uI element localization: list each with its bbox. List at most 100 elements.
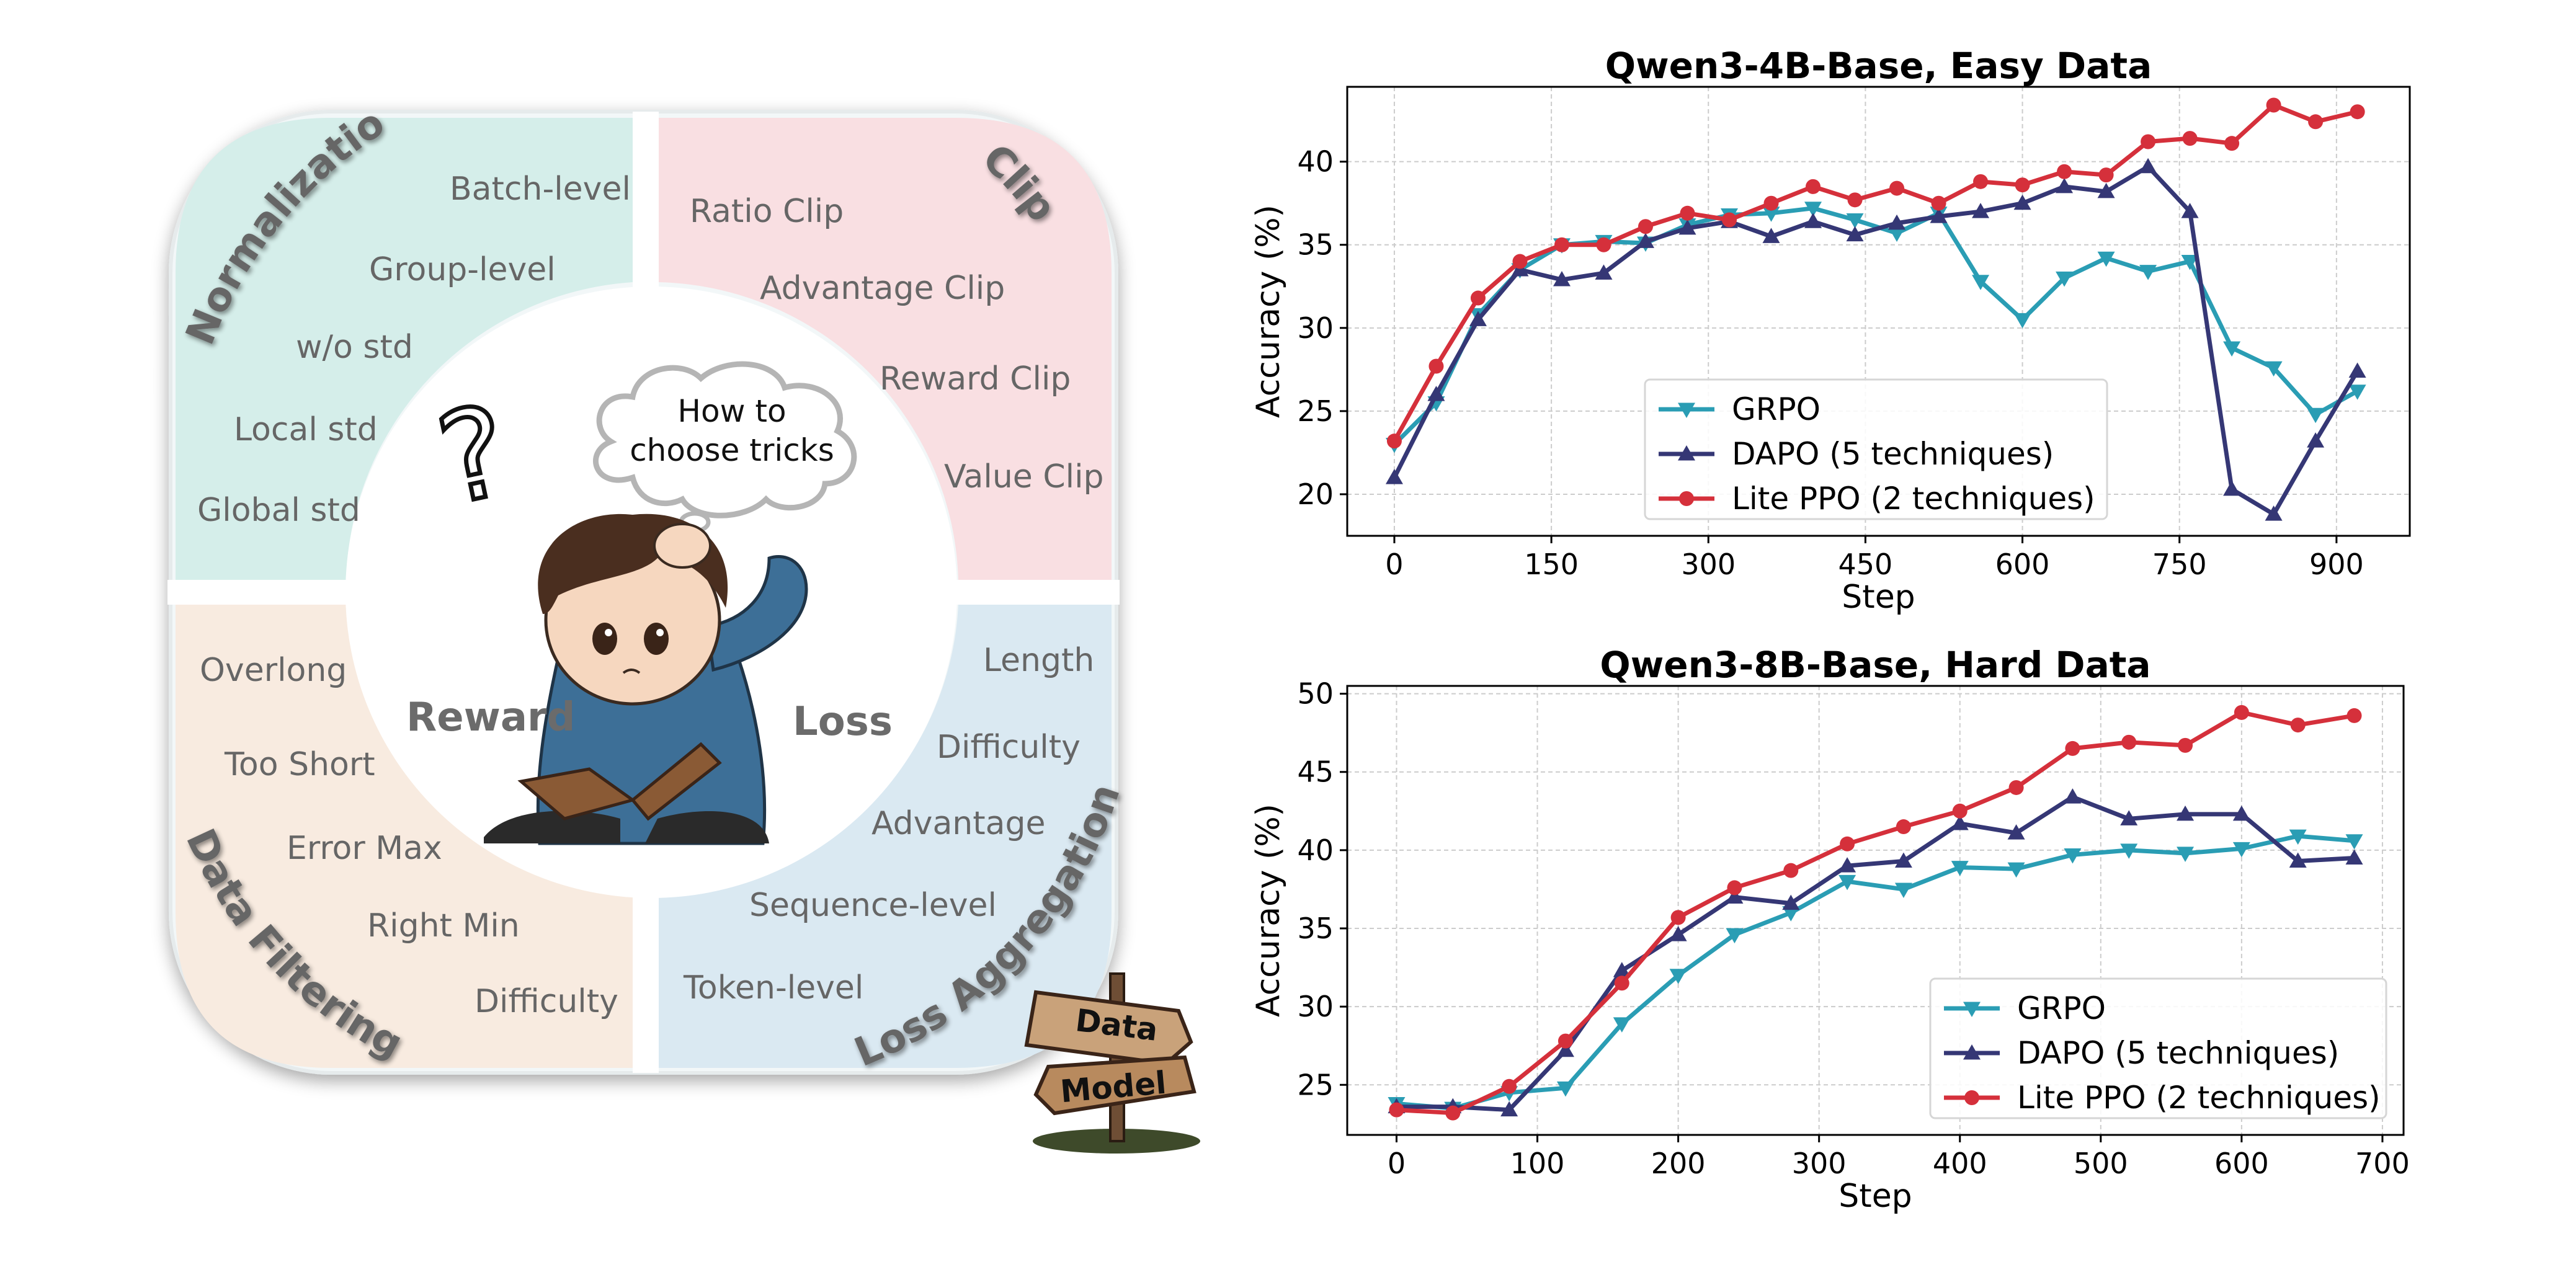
data-point	[2177, 805, 2195, 821]
clip-quadrant	[659, 118, 1112, 580]
series-line	[1396, 710, 2355, 1116]
loss-aggregation-item: Token-level	[683, 969, 863, 1007]
data-point	[2182, 131, 2198, 146]
data-point	[1888, 226, 1906, 242]
divider-right	[949, 580, 1120, 605]
legend-label: DAPO (5 techniques)	[2017, 1035, 2339, 1071]
x-tick-label: 450	[1838, 548, 1892, 581]
data-point	[2290, 718, 2306, 733]
data-point	[2141, 134, 2156, 149]
y-tick-label: 50	[1297, 677, 1334, 711]
data-point	[2098, 167, 2114, 183]
series-line	[1396, 794, 2355, 1113]
series-line	[1396, 834, 2355, 1111]
data-point	[1389, 1102, 1404, 1118]
x-tick-label: 100	[1510, 1147, 1565, 1180]
data-point	[1469, 311, 1487, 326]
loss-aggregation-quadrant	[659, 605, 1112, 1068]
plot-frame	[1346, 685, 2405, 1136]
data-point	[2346, 708, 2362, 723]
x-tick-label: 750	[2152, 548, 2207, 581]
data-point	[2008, 780, 2024, 795]
legend-marker	[1963, 1044, 1981, 1060]
data-point	[2007, 862, 2025, 878]
chart-easy-data: 0 150 300 450 600 750 900 20 25 30 35 40 Qwen3-4B-Ba…	[1250, 45, 2411, 616]
y-tick-label: 35	[1297, 912, 1334, 945]
legend-label: Lite PPO (2 techniques)	[1732, 481, 2095, 517]
loss-label: Loss	[793, 699, 893, 745]
data-point	[1558, 1033, 1573, 1049]
data-point	[1838, 857, 1856, 873]
data-point	[1670, 910, 1686, 925]
normalization-quadrant	[176, 118, 633, 580]
data-point	[1445, 1105, 1461, 1121]
data-point	[1470, 290, 1486, 306]
y-tick-label: 30	[1297, 311, 1334, 345]
data-point	[2234, 705, 2249, 720]
data-point	[1782, 906, 1800, 922]
data-point	[1951, 861, 1969, 876]
x-tick-label: 300	[1792, 1147, 1847, 1180]
data-point	[2097, 182, 2115, 198]
legend-label: GRPO	[2017, 990, 2106, 1026]
confused-boy-illustration	[484, 513, 808, 845]
chart-title: Qwen3-8B-Base, Hard Data	[1600, 644, 2150, 686]
data-point	[2064, 788, 2082, 804]
data-point	[1502, 1078, 1517, 1094]
data-point	[1762, 207, 1780, 222]
thought-line-1: How to	[677, 393, 786, 429]
y-tick-label: 35	[1297, 228, 1334, 262]
data-point	[1722, 212, 1737, 228]
data-point	[1614, 976, 1629, 991]
legend-label: DAPO (5 techniques)	[1732, 436, 2054, 472]
data-point	[1889, 180, 1905, 196]
data-point	[1762, 228, 1780, 243]
data-point	[1636, 233, 1654, 248]
data-point	[2345, 849, 2363, 865]
y-tick-label: 25	[1297, 1068, 1334, 1101]
data-point	[1500, 1101, 1518, 1117]
legend-box	[1644, 378, 2108, 520]
data-point	[2065, 740, 2080, 756]
y-axis-label: Accuracy (%)	[1250, 804, 1287, 1017]
data-point	[2139, 158, 2157, 174]
data-point	[2348, 385, 2366, 400]
data-point	[1680, 205, 1695, 221]
data-point	[1896, 819, 1911, 835]
data-point	[1553, 271, 1571, 287]
data-point	[1952, 803, 1968, 819]
x-tick-label: 400	[1933, 1147, 1987, 1180]
data-point	[2223, 341, 2241, 357]
data-point	[2232, 842, 2250, 858]
data-point	[1554, 237, 1569, 252]
data-point	[2013, 194, 2031, 210]
data-point	[2007, 824, 2025, 840]
data-point	[2064, 848, 2082, 864]
data-point	[1727, 880, 1742, 896]
data-point	[2057, 164, 2072, 179]
x-axis-label: Step	[1842, 579, 1915, 616]
data-point	[1931, 195, 1946, 211]
legend-marker	[1678, 445, 1695, 461]
data-filtering-item: Error Max	[287, 830, 442, 867]
data-point	[1894, 882, 1912, 898]
y-tick-label: 40	[1297, 145, 1334, 179]
x-tick-label: 600	[1995, 548, 2050, 581]
thought-line-2: choose tricks	[630, 432, 834, 468]
data-point	[1951, 814, 1969, 830]
data-model-signpost: Data Model	[1024, 972, 1200, 1154]
legend-marker	[1678, 402, 1695, 418]
data-point	[1613, 962, 1631, 977]
data-point	[1972, 275, 1990, 290]
x-tick-label: 300	[1681, 548, 1736, 581]
data-point	[1556, 1041, 1574, 1057]
divider-left	[167, 580, 354, 605]
x-tick-label: 600	[2214, 1147, 2269, 1180]
normalization-item: Batch-level	[450, 171, 631, 208]
data-point	[1726, 928, 1744, 944]
clip-item: Ratio Clip	[690, 193, 844, 230]
data-point	[2265, 505, 2283, 521]
data-point	[1613, 1017, 1631, 1033]
data-point	[1763, 195, 1779, 211]
